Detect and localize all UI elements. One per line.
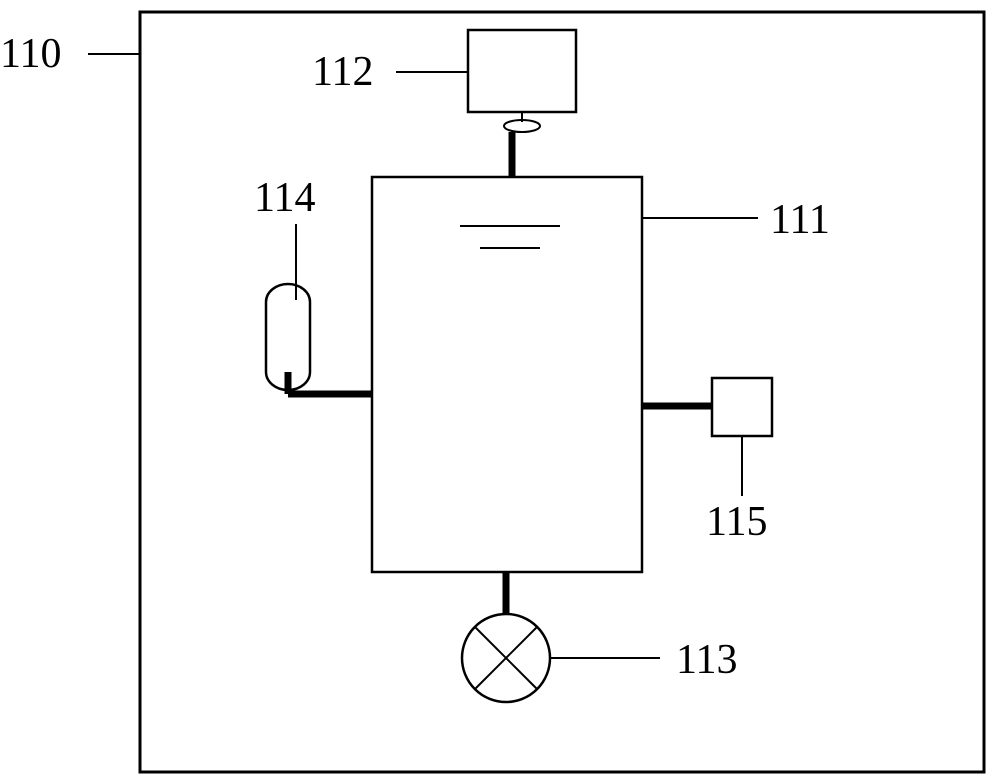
label-111: 111 xyxy=(770,196,830,244)
label-115: 115 xyxy=(706,498,767,546)
label-114: 114 xyxy=(254,174,315,222)
central-box xyxy=(372,177,642,572)
label-110: 110 xyxy=(0,30,61,78)
small-box xyxy=(712,378,772,436)
monitor-screen xyxy=(468,30,576,112)
label-112: 112 xyxy=(312,48,373,96)
label-113: 113 xyxy=(676,636,737,684)
